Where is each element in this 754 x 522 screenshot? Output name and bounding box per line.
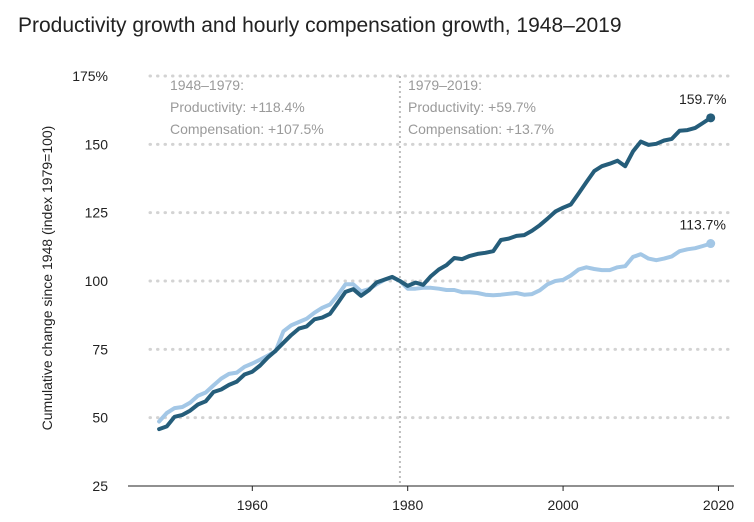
annotations: 1948–1979: Productivity: +118.4% Compensat… [170,77,554,137]
series-line-productivity [157,115,713,432]
series-lines [157,115,713,432]
x-tick-label-1980: 1980 [392,497,423,513]
y-tick-label-150: 150 [85,136,109,152]
annotation-2-line-1: 1979–2019: [408,77,482,93]
annotation-1-line-3: Compensation: +107.5% [170,121,324,137]
y-tick-label-125: 125 [85,205,109,221]
end-marker-compensation [706,239,716,249]
y-tick-label-75: 75 [92,341,108,357]
annotation-2-line-3: Compensation: +13.7% [408,121,554,137]
y-tick-label-100: 100 [85,273,109,289]
end-marker-productivity [706,113,716,123]
axes: 25 50 75 100 125 150 175% 1960 1980 2000 2020 [72,68,734,513]
y-tick-label-175: 175% [72,68,108,84]
end-label-compensation: 113.7% [679,217,725,233]
y-tick-label-50: 50 [92,410,108,426]
x-tick-label-2000: 2000 [547,497,578,513]
annotation-1-line-2: Productivity: +118.4% [170,99,305,115]
x-tick-label-2020: 2020 [703,497,734,513]
x-tick-label-1960: 1960 [237,497,268,513]
annotation-1-line-1: 1948–1979: [170,77,244,93]
y-tick-label-25: 25 [92,478,108,494]
series-line-compensation [157,241,713,424]
grid-lines [148,74,736,420]
end-label-productivity: 159.7% [679,91,726,107]
y-axis-label: Cumulative change since 1948 (index 1979… [39,126,55,431]
end-markers: 113.7% 159.7% [679,91,726,249]
chart-title: Productivity growth and hourly compensat… [18,14,622,37]
annotation-2-line-2: Productivity: +59.7% [408,99,536,115]
